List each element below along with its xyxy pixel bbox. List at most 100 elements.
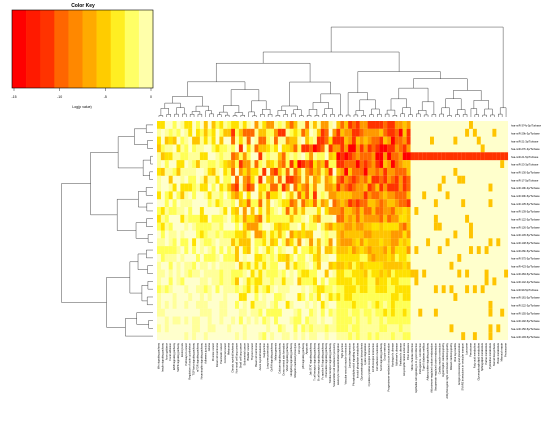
heatmap-cell [399,199,403,207]
heatmap-cell [399,168,403,176]
heatmap-cell [169,137,173,145]
heatmap-cell [352,184,356,192]
column-label: Cell adhesion molecules [375,342,379,371]
heatmap-cell [317,152,321,160]
heatmap-cell [212,324,216,332]
heatmap-cell [200,293,204,301]
column-label: Epithelial cell signaling in H. pylori i… [414,342,418,392]
heatmap-cell [379,168,383,176]
dendrogram-branch [409,115,413,117]
heatmap-cell [227,176,231,184]
heatmap-cell [352,215,356,223]
heatmap-cell [383,137,387,145]
heatmap-cell [321,231,325,239]
heatmap-cell [496,324,500,332]
heatmap-cell [297,238,301,246]
column-label: Endometrial cancer [242,343,246,365]
heatmap-cell [356,129,360,137]
heatmap-cell [360,262,364,270]
heatmap-cell [262,246,266,254]
heatmap-cell [340,277,344,285]
heatmap-cell [489,238,493,246]
heatmap-cell [352,223,356,231]
heatmap-cell [305,184,309,192]
heatmap-cell [325,144,329,152]
heatmap-cell [352,254,356,262]
heatmap-cell [329,231,333,239]
heatmap-cell [278,152,282,160]
heatmap-cell [329,184,333,192]
column-label: Glioma [207,342,211,351]
row-label: hsa-miR-142-3p/Turbase [511,280,540,284]
heatmap-cell [399,332,403,340]
heatmap-cell [364,144,368,152]
heatmap-cell [379,270,383,278]
heatmap-cell [387,215,391,223]
heatmap-cell [309,223,313,231]
heatmap-cell [395,215,399,223]
heatmap-cell [188,215,192,223]
column-label: Chronic myeloid leukemia [231,342,235,372]
heatmap-cell [223,238,227,246]
heatmap-cell [485,246,489,254]
heatmap-cell [290,215,294,223]
heatmap-cell [399,309,403,317]
column-label: Bladder cancer [246,343,250,361]
heatmap-cell [368,176,372,184]
heatmap-cell [301,176,305,184]
heatmap-cell [255,121,259,129]
heatmap-cell [200,309,204,317]
heatmap-cell [340,129,344,137]
heatmap-cell [227,277,231,285]
heatmap-cell [227,184,231,192]
heatmap-cell [453,137,457,145]
heatmap-cell [161,254,165,262]
heatmap-cell [258,254,262,262]
heatmap-cell [383,144,387,152]
heatmap-cell [184,317,188,325]
heatmap-cell [258,152,262,160]
heatmap-cell [465,152,469,160]
heatmap-cell [231,121,235,129]
dendrogram-branch [173,96,203,106]
heatmap-cell [297,160,301,168]
heatmap-cell [258,129,262,137]
heatmap-cell [485,270,489,278]
heatmap-cell [352,168,356,176]
heatmap-cell [364,324,368,332]
heatmap-cell [336,199,340,207]
heatmap-cell [356,332,360,340]
heatmap-cell [414,152,418,160]
heatmap-cell [278,168,282,176]
heatmap-cell [177,152,181,160]
heatmap-cell [301,199,305,207]
dendrogram-branch [401,114,405,117]
heatmap-cell [329,168,333,176]
heatmap-cell [301,121,305,129]
heatmap-cell [414,270,418,278]
heatmap-cell [434,199,438,207]
column-label: Sphingolipid metabolism [480,343,484,371]
heatmap-cell [348,184,352,192]
heatmap-cell [438,223,442,231]
heatmap-cell [157,238,161,246]
heatmap-cell [157,144,161,152]
heatmap-cell [325,238,329,246]
heatmap-cell [247,223,251,231]
heatmap-cell [391,277,395,285]
heatmap-cell [391,223,395,231]
heatmap-cell [336,176,340,184]
heatmap-cell [360,191,364,199]
heatmap-cell [161,270,165,278]
heatmap-cell [231,285,235,293]
heatmap-cell [266,129,270,137]
heatmap-cell [321,191,325,199]
heatmap-cell [270,207,274,215]
heatmap-cell [407,270,411,278]
heatmap-cell [262,262,266,270]
heatmap-cell [290,223,294,231]
heatmap-cell [395,285,399,293]
heatmap-cell [395,238,399,246]
heatmap-cell [473,152,477,160]
heatmap-cell [251,223,255,231]
